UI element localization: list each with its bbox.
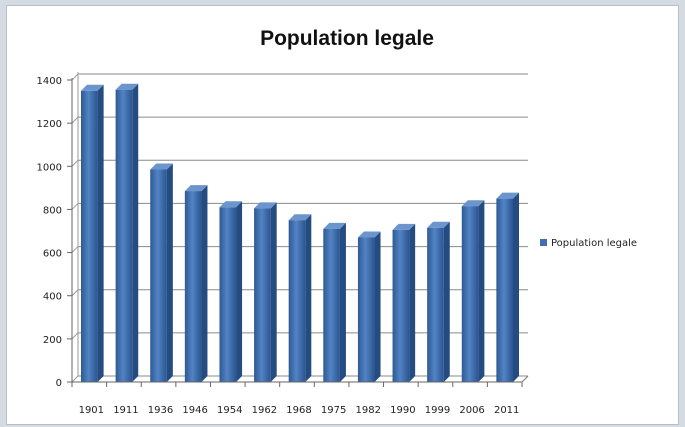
bar-front: [115, 89, 133, 382]
bar: [115, 83, 139, 382]
bar-front: [357, 237, 375, 382]
bar-side: [97, 84, 104, 383]
x-tick-label: 1901: [79, 405, 104, 416]
y-tick-label: 200: [43, 335, 62, 346]
bar-top: [184, 185, 208, 192]
legend-swatch: [540, 239, 547, 246]
bar-side: [132, 83, 139, 382]
x-axis-edge: [521, 375, 529, 383]
bar-side: [374, 231, 381, 382]
bar-side: [513, 192, 519, 382]
bar-top: [254, 202, 277, 209]
x-tick-label: 1999: [425, 405, 450, 416]
y-tick-label: 800: [43, 205, 62, 216]
y-tick-label: 0: [56, 378, 62, 389]
gridline: [71, 375, 79, 383]
y-tick-label: 1200: [37, 119, 62, 130]
bar-top: [496, 192, 519, 199]
gridline: [71, 203, 79, 210]
bar-side: [236, 201, 243, 382]
bar-front: [323, 228, 340, 382]
bar: [427, 221, 450, 382]
bar-top: [219, 201, 243, 208]
bar-top: [427, 221, 450, 228]
bar-front: [288, 220, 306, 382]
gridline: [71, 159, 79, 167]
y-axis: 0 200 400 600 800 1000 1200 1400: [37, 72, 79, 389]
x-axis: 1901 1911 1936 1946 1954 1962 1968 1975 1982 1990…: [71, 375, 529, 416]
bar-front: [461, 206, 479, 382]
gridline: [71, 332, 79, 340]
x-tick-label: 1990: [390, 405, 415, 416]
y-tick-label: 400: [43, 292, 62, 303]
bar-top: [323, 222, 346, 229]
bar: [81, 84, 104, 383]
bar: [496, 192, 519, 382]
bar-side: [201, 185, 208, 382]
bar: [184, 185, 208, 382]
bar: [288, 214, 312, 382]
gridline: [71, 246, 79, 253]
y-tick-label: 600: [43, 249, 62, 260]
bar-side: [305, 214, 312, 382]
x-tick-label: 1946: [182, 405, 207, 416]
bar-side: [339, 222, 346, 382]
bar-top: [288, 214, 312, 221]
legend: Population legale: [540, 238, 637, 249]
x-tick-label: 1975: [321, 405, 346, 416]
bar-side: [166, 163, 173, 382]
x-tick-label: 2006: [459, 405, 484, 416]
bar: [392, 223, 416, 382]
bar-front: [81, 90, 98, 383]
x-tick-label: 1968: [286, 405, 311, 416]
bar-front: [150, 169, 167, 382]
bars: [81, 83, 519, 383]
bar-top: [357, 231, 381, 238]
bar-top: [392, 223, 416, 230]
bar: [150, 163, 173, 382]
bar-top: [81, 84, 104, 91]
bar-top: [150, 163, 173, 170]
x-tick-label: 1954: [217, 405, 242, 416]
x-tick-label: 1936: [148, 405, 173, 416]
bar: [254, 202, 277, 382]
bar: [461, 200, 485, 382]
gridline: [71, 116, 79, 124]
bar: [219, 201, 243, 382]
legend-label: Population legale: [551, 238, 637, 249]
bar: [323, 222, 346, 382]
bar-front: [184, 191, 202, 382]
bar-front: [392, 229, 410, 382]
bar-side: [409, 223, 416, 382]
x-tick-label: 2011: [494, 405, 519, 416]
chart-title: Population legale: [260, 27, 434, 50]
y-tick-label: 1000: [37, 162, 62, 173]
bar-front: [254, 208, 271, 382]
bar-front: [427, 227, 444, 382]
gridline: [71, 73, 79, 81]
x-tick-label: 1982: [356, 405, 381, 416]
gridline: [71, 289, 79, 297]
bar-side: [478, 200, 485, 382]
bar-side: [270, 202, 277, 382]
bar-top: [115, 83, 139, 90]
x-tick-label: 1962: [252, 405, 277, 416]
bar-front: [496, 198, 513, 382]
x-tick-label: 1911: [113, 405, 138, 416]
y-tick-label: 1400: [37, 76, 62, 87]
bar-side: [443, 221, 450, 382]
bar-top: [461, 200, 485, 207]
bar-front: [219, 207, 237, 382]
bar: [357, 231, 381, 382]
